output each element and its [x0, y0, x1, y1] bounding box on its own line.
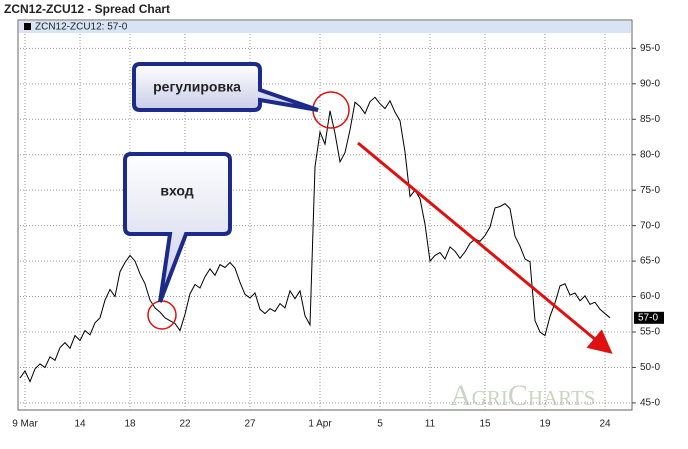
- x-tick-label: 11: [425, 419, 436, 430]
- trend-arrow: [357, 141, 613, 354]
- chart-title: ZCN12-ZCU12 - Spread Chart: [4, 2, 170, 16]
- callout: [132, 62, 319, 112]
- callout: [123, 152, 232, 303]
- x-tick-label: 27: [244, 419, 256, 430]
- legend-bar: [19, 21, 631, 33]
- callout-text: вход: [160, 183, 193, 199]
- x-tick-label: 22: [179, 419, 191, 430]
- x-tick-label: 1 Apr: [308, 419, 332, 430]
- x-tick-label: 9 Mar: [12, 419, 38, 430]
- watermark: AgriCharts: [450, 379, 595, 412]
- x-tick-label: 14: [74, 419, 86, 430]
- plot-frame: [17, 19, 633, 411]
- x-tick-label: 18: [124, 419, 136, 430]
- callout-text: регулировка: [153, 79, 241, 95]
- last-value-box: [634, 311, 664, 324]
- y-tick-label: 50-0: [640, 362, 660, 373]
- y-tick-label: 75-0: [640, 185, 660, 196]
- y-tick-label: 60-0: [640, 291, 660, 302]
- y-tick-label: 65-0: [640, 256, 660, 267]
- x-tick-label: 24: [599, 419, 611, 430]
- plot: 45-0 50-0 55-0 60-0 65-0 70-0 75-0 80-0 85-0 90-0…: [12, 34, 664, 430]
- y-tick-label: 55-0: [640, 327, 660, 338]
- legend-label: ZCN12-ZCU12: 57-0: [35, 22, 128, 33]
- x-tick-label: 19: [539, 419, 551, 430]
- series-line: [19, 96, 611, 383]
- y-tick-label: 45-0: [640, 398, 660, 409]
- x-tick-label: 5: [377, 419, 383, 430]
- x-tick-label: 15: [479, 419, 491, 430]
- y-tick-label: 80-0: [640, 149, 660, 160]
- y-tick-label: 70-0: [640, 220, 660, 231]
- y-tick-label: 95-0: [640, 43, 660, 54]
- legend-swatch: [24, 23, 31, 30]
- y-tick-label: 90-0: [640, 78, 660, 89]
- last-value-label: 57-0: [638, 312, 658, 323]
- annotations: регулировка вход: [123, 62, 613, 354]
- y-tick-label: 85-0: [640, 114, 660, 125]
